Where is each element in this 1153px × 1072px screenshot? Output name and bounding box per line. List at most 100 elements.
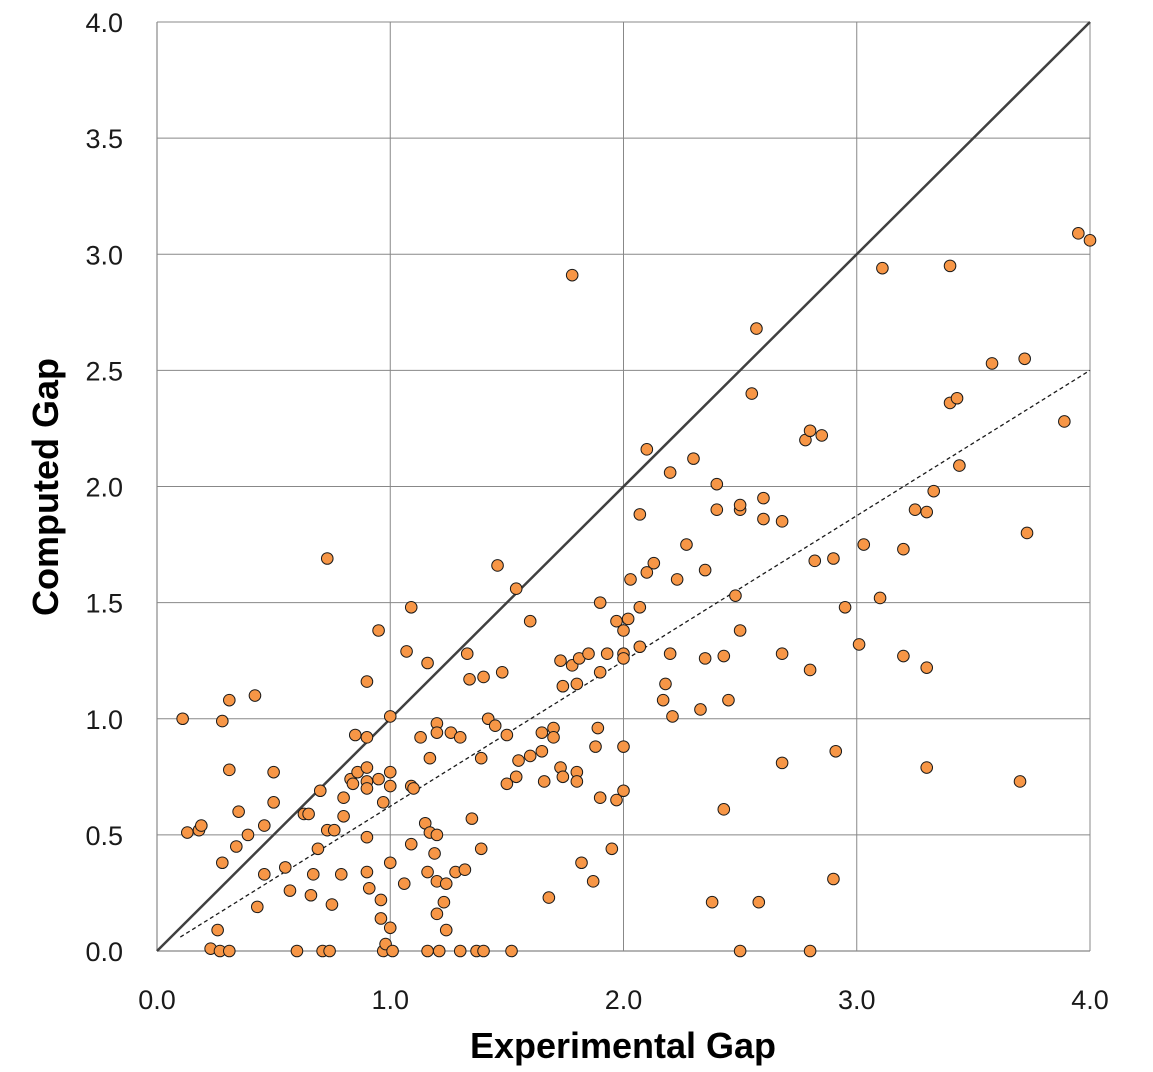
data-point: [500, 777, 514, 791]
data-point: [267, 796, 280, 809]
data-point: [383, 856, 397, 870]
data-point: [421, 656, 434, 670]
data-point: [257, 868, 271, 881]
data-point: [610, 793, 623, 807]
data-point: [216, 714, 229, 728]
data-point: [985, 357, 999, 370]
data-point: [610, 614, 623, 628]
data-point: [600, 647, 614, 661]
data-point: [633, 640, 647, 654]
data-point: [920, 505, 934, 519]
plot-axes: [156, 22, 1090, 952]
data-point: [383, 765, 397, 779]
data-point: [666, 710, 679, 723]
data-point: [897, 649, 910, 663]
data-point: [397, 877, 411, 890]
data-point: [775, 647, 789, 661]
data-point: [717, 803, 731, 816]
y-tick-label: 2.5: [85, 356, 123, 386]
data-point: [267, 765, 280, 779]
data-point: [950, 391, 964, 405]
data-point: [663, 647, 677, 661]
data-point: [453, 731, 467, 744]
data-point: [908, 503, 922, 517]
data-point: [257, 819, 271, 832]
data-point: [488, 719, 502, 733]
data-point: [593, 596, 607, 609]
data-point: [248, 689, 262, 702]
data-point: [717, 649, 731, 663]
data-point: [304, 888, 318, 902]
data-point: [876, 261, 889, 275]
data-point: [414, 731, 427, 744]
data-point: [617, 740, 630, 753]
data-point: [512, 754, 525, 767]
data-point: [421, 865, 434, 879]
data-point: [605, 842, 619, 856]
data-point: [430, 726, 444, 739]
data-point: [523, 614, 537, 628]
data-point: [477, 944, 490, 958]
data-point: [404, 837, 418, 851]
data-point: [311, 842, 325, 856]
data-point: [428, 847, 441, 860]
data-point: [570, 677, 584, 691]
data-point: [383, 921, 397, 935]
data-point: [722, 693, 735, 707]
data-point: [211, 923, 224, 937]
data-point: [195, 819, 208, 832]
data-point: [241, 828, 255, 842]
data-point: [495, 666, 509, 679]
data-point: [694, 703, 707, 716]
data-point: [325, 898, 339, 911]
data-point: [927, 484, 941, 498]
data-point: [733, 498, 747, 512]
data-point: [897, 542, 910, 556]
data-point: [302, 807, 315, 821]
y-tick-label: 4.0: [85, 8, 123, 38]
data-point: [383, 710, 397, 723]
data-point: [407, 782, 420, 795]
data-point: [775, 515, 789, 528]
data-point: [873, 591, 887, 605]
data-point: [640, 443, 654, 456]
data-point: [360, 731, 374, 744]
data-point: [181, 826, 194, 839]
data-point: [857, 538, 871, 551]
data-point: [575, 856, 588, 870]
data-point: [430, 828, 444, 842]
data-point: [465, 812, 479, 825]
data-point: [463, 672, 476, 686]
data-point: [290, 944, 304, 958]
data-point: [232, 805, 245, 818]
data-point: [710, 503, 724, 517]
data-point: [509, 770, 523, 784]
y-tick-label: 3.5: [85, 124, 123, 154]
data-point: [348, 728, 362, 742]
data-point: [710, 477, 724, 491]
data-point: [458, 863, 472, 877]
data-point: [829, 744, 843, 758]
data-point: [432, 944, 446, 958]
data-point: [320, 552, 334, 565]
data-point: [803, 944, 817, 958]
data-point: [278, 861, 292, 874]
data-point: [920, 661, 934, 674]
y-tick-label: 3.0: [85, 240, 123, 270]
x-tick-label: 3.0: [838, 985, 876, 1015]
data-point: [617, 624, 630, 637]
data-point: [838, 600, 852, 614]
data-point: [745, 387, 759, 400]
data-point: [360, 761, 374, 774]
data-point: [421, 944, 434, 958]
data-point: [815, 429, 829, 442]
data-point: [372, 624, 385, 637]
data-point: [327, 823, 341, 837]
data-point: [586, 875, 600, 888]
data-point: [808, 554, 822, 568]
data-point: [670, 573, 684, 586]
data-point: [1072, 227, 1085, 240]
data-point: [554, 654, 567, 667]
data-point: [589, 740, 602, 753]
